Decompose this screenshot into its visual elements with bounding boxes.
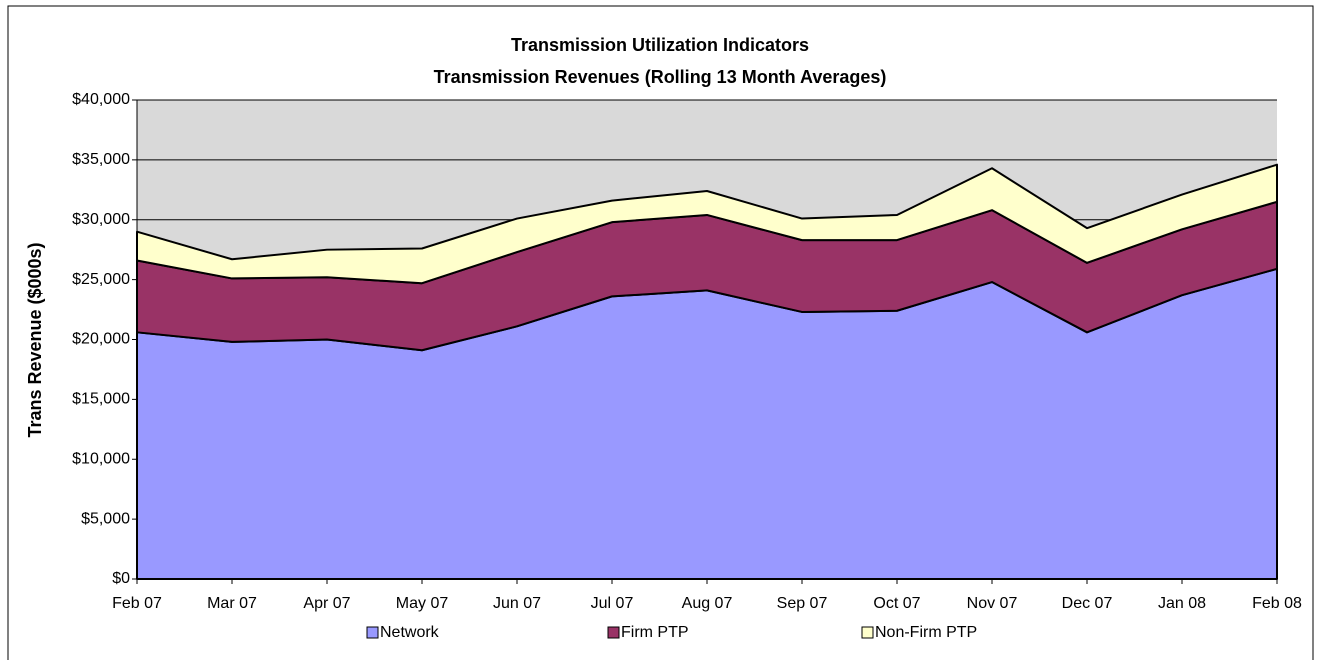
x-tick-label: Feb 07 — [112, 595, 162, 612]
x-tick-label: Nov 07 — [967, 595, 1018, 612]
y-tick-label: $30,000 — [72, 211, 130, 228]
area — [136, 163, 1278, 285]
legend-swatch — [861, 626, 874, 639]
chart-title: Transmission Utilization Indicators — [511, 35, 809, 55]
x-tick-label: Aug 07 — [682, 595, 733, 612]
y-axis-label: Trans Revenue ($000s) — [25, 242, 45, 437]
y-tick-label: $35,000 — [72, 151, 130, 168]
y-tick-label: $25,000 — [72, 271, 130, 288]
x-tick-label: Feb 08 — [1252, 595, 1302, 612]
y-tick-label: $10,000 — [72, 450, 130, 467]
legend-label: Network — [380, 624, 440, 641]
y-tick-label: $20,000 — [72, 331, 130, 348]
y-tick-label: $15,000 — [72, 391, 130, 408]
chart-subtitle: Transmission Revenues (Rolling 13 Month … — [434, 67, 887, 87]
legend-label: Non-Firm PTP — [875, 624, 977, 641]
x-tick-label: Sep 07 — [777, 595, 828, 612]
y-tick-label: $40,000 — [72, 91, 130, 108]
x-tick-label: Mar 07 — [207, 595, 257, 612]
legend-label: Firm PTP — [621, 624, 689, 641]
x-tick-label: Jan 08 — [1158, 595, 1206, 612]
x-tick-label: Dec 07 — [1062, 595, 1113, 612]
y-tick-label: $5,000 — [81, 510, 130, 527]
x-tick-label: Jun 07 — [493, 595, 541, 612]
x-tick-label: Apr 07 — [303, 595, 350, 612]
y-tick-label: $0 — [112, 570, 130, 587]
x-tick-label: May 07 — [396, 595, 449, 612]
x-tick-label: Oct 07 — [873, 595, 920, 612]
x-tick-label: Jul 07 — [591, 595, 634, 612]
legend-swatch — [366, 626, 379, 639]
legend-swatch — [607, 626, 620, 639]
